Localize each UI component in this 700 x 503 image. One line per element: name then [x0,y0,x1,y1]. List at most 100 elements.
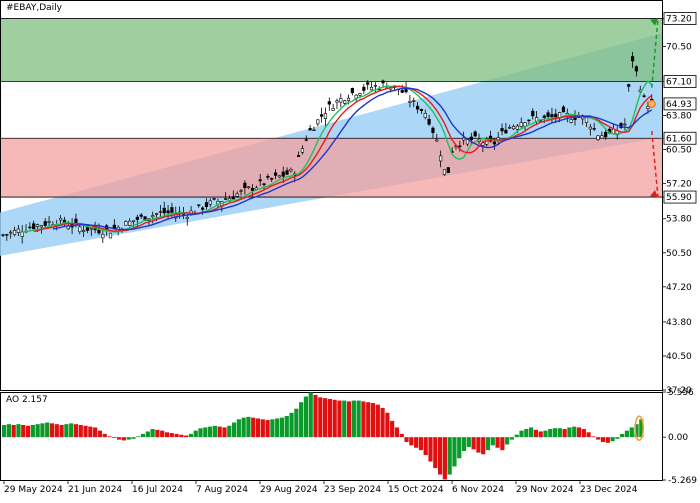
y-tick-label: 60.50 [666,146,692,156]
ao-bar [390,420,395,438]
ao-bar [255,418,261,438]
ao-bar [102,433,107,438]
candle-body [561,106,566,113]
candle-body [569,119,573,123]
ao-bar [471,437,476,450]
ao-bar [337,400,342,438]
ao-bar [394,427,400,438]
candle-body [231,196,235,200]
ao-bar [548,429,553,438]
candle-body [358,93,362,96]
candle-body [408,100,412,103]
candle-body [469,136,473,140]
ao-bar [437,437,443,475]
ao-bar [284,416,289,438]
y-tick-label: 64.93 [666,100,692,110]
candle-body [435,139,439,142]
candle-body [262,183,266,185]
ao-bar [294,408,299,438]
ao-bar [533,429,538,438]
candle-body [170,207,174,213]
ao-bar [208,426,213,438]
candle-body [458,145,462,148]
ao-bar [241,417,246,438]
ao-bar [107,436,112,438]
candle-body [508,127,512,129]
ao-bar [519,430,524,438]
candle-body [201,207,205,210]
moving-average-line [33,85,653,233]
ao-bar [25,425,31,438]
candle-body [289,168,293,172]
x-tick-label: 29 Nov 2024 [516,485,574,495]
ao-bar [35,424,40,438]
ao-bar [370,403,376,438]
ao-bar [275,418,280,438]
candle-body [350,87,354,94]
candle-body [273,172,278,176]
candle-body [596,135,600,141]
candle-body [627,84,631,87]
ao-bar [140,433,146,438]
ao-bar [605,437,610,443]
candle-body [139,214,143,217]
candle-body [277,175,281,178]
ao-bar [342,400,347,438]
candle-body [224,198,228,200]
ao-bar [428,437,433,462]
candle-body [250,188,255,191]
ao-bar [193,430,198,438]
ao-bar [433,437,438,469]
candle-body [154,213,159,215]
candle-body [346,97,351,101]
ao-bar [222,427,227,438]
ao-highlight-marker [634,415,645,442]
zone-red [1,138,662,198]
ao-bar [93,427,98,438]
candle-body [124,221,128,226]
ao-bar [572,426,577,438]
candle-body [369,86,374,91]
ao-bar [610,437,615,442]
ao-bar [203,427,208,438]
y-tick-label: 67.10 [666,78,692,88]
ao-bar [457,437,462,459]
x-tick-label: 23 Dec 2024 [580,485,638,495]
ao-y-tick-label: 5.556 [668,388,694,398]
ao-bar [49,423,55,438]
ao-bar [600,437,606,443]
ao-bar [126,437,131,440]
ao-bar [495,437,500,448]
candle-body [500,128,504,132]
current-price-marker [647,99,656,108]
ao-bar [116,437,122,440]
ao-bar [174,433,179,438]
zone-green [1,18,662,82]
ao-bar [485,437,491,451]
candle-body [400,90,404,93]
ao-bar [567,427,572,438]
ao-bar [629,427,634,438]
candle-body [492,141,496,145]
y-level-box [663,131,697,145]
x-tick-label: 15 Oct 2024 [388,485,444,495]
candle-body [28,226,32,229]
candle-body [584,117,589,123]
ao-bar [40,423,45,438]
ao-bar [356,400,361,438]
ao-bar [452,437,457,467]
ao-bar [615,437,620,439]
candle-body [9,231,13,234]
candle-body [442,169,447,175]
ao-bar [576,427,582,438]
candle-body [473,131,477,137]
candle-body [542,115,546,118]
candle-body [600,135,604,139]
ao-bar [112,437,117,438]
candle-body [531,110,535,117]
ao-bar [299,402,304,438]
y-tick-label: 57.20 [666,180,692,190]
ao-bar [380,407,385,438]
x-tick-label: 29 May 2024 [4,485,63,495]
